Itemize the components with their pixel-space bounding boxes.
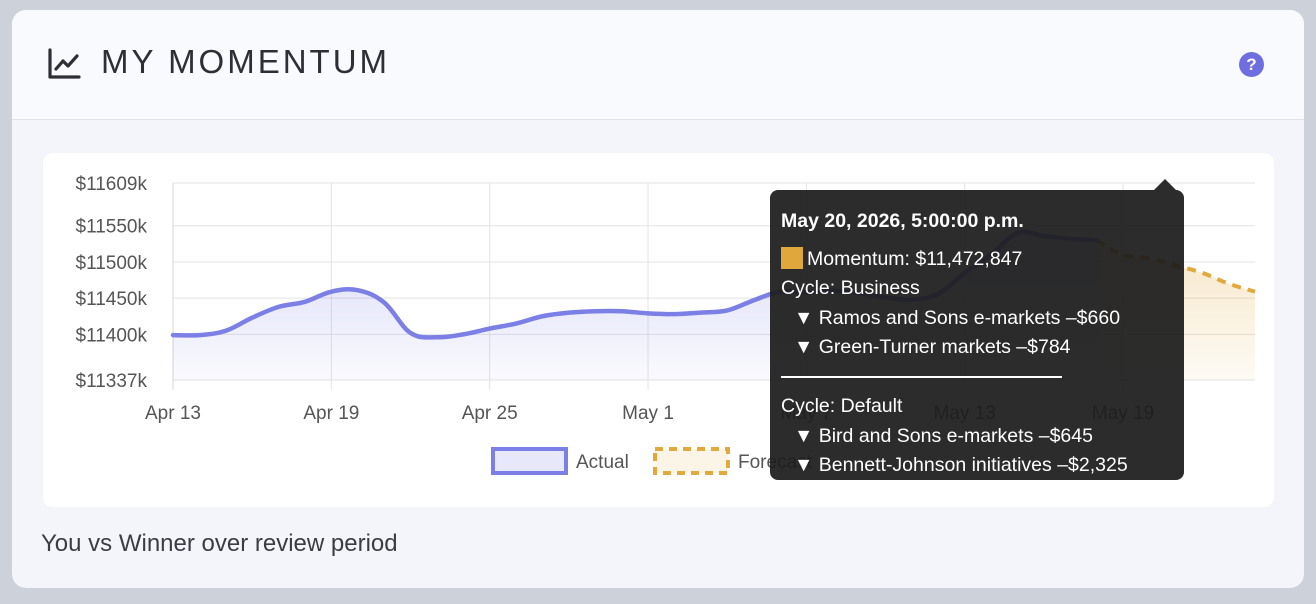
tooltip-item: ▼ Green-Turner markets –$784 [794, 336, 1071, 358]
tooltip-item: ▼ Ramos and Sons e-markets –$660 [794, 307, 1121, 329]
tooltip-group-label: Cycle: Default [781, 395, 903, 417]
x-tick-label: Apr 25 [462, 403, 518, 424]
y-tick-label: $11500k [76, 253, 148, 274]
tooltip-divider [781, 376, 1062, 378]
legend-forecast-swatch [653, 447, 730, 475]
legend-actual-swatch [491, 447, 568, 475]
y-tick-label: $11550k [76, 217, 148, 238]
y-tick-label: $11450k [76, 289, 148, 310]
x-tick-label: Apr 19 [303, 403, 359, 424]
tooltip-title: May 20, 2026, 5:00:00 p.m. [781, 210, 1024, 232]
forecast-swatch-icon [781, 247, 803, 269]
y-tick-label: $11337k [76, 371, 148, 392]
card-header: MY MOMENTUM ? [12, 10, 1304, 120]
card-title: MY MOMENTUM [101, 43, 391, 80]
question-circle-icon[interactable]: ? [1239, 52, 1264, 77]
tooltip-item: ▼ Bennett-Johnson initiatives –$2,325 [794, 454, 1128, 476]
tooltip-item: ▼ Bird and Sons e-markets –$645 [794, 425, 1093, 447]
y-tick-label: $11400k [76, 325, 148, 346]
tooltip-caret [1154, 179, 1176, 190]
tooltip-momentum: Momentum: $11,472,847 [781, 247, 1022, 271]
x-tick-label: Apr 13 [145, 403, 201, 424]
chart-caption: You vs Winner over review period [41, 530, 398, 557]
tooltip-group-label: Cycle: Business [781, 277, 920, 299]
x-tick-label: May 1 [622, 403, 674, 424]
y-tick-label: $11609k [76, 174, 148, 195]
legend-actual-label: Actual [576, 452, 629, 473]
line-chart-icon [48, 48, 81, 79]
chart-tooltip: May 20, 2026, 5:00:00 p.m. Momentum: $11… [770, 179, 1184, 480]
tooltip-momentum-value: Momentum: $11,472,847 [807, 248, 1023, 270]
